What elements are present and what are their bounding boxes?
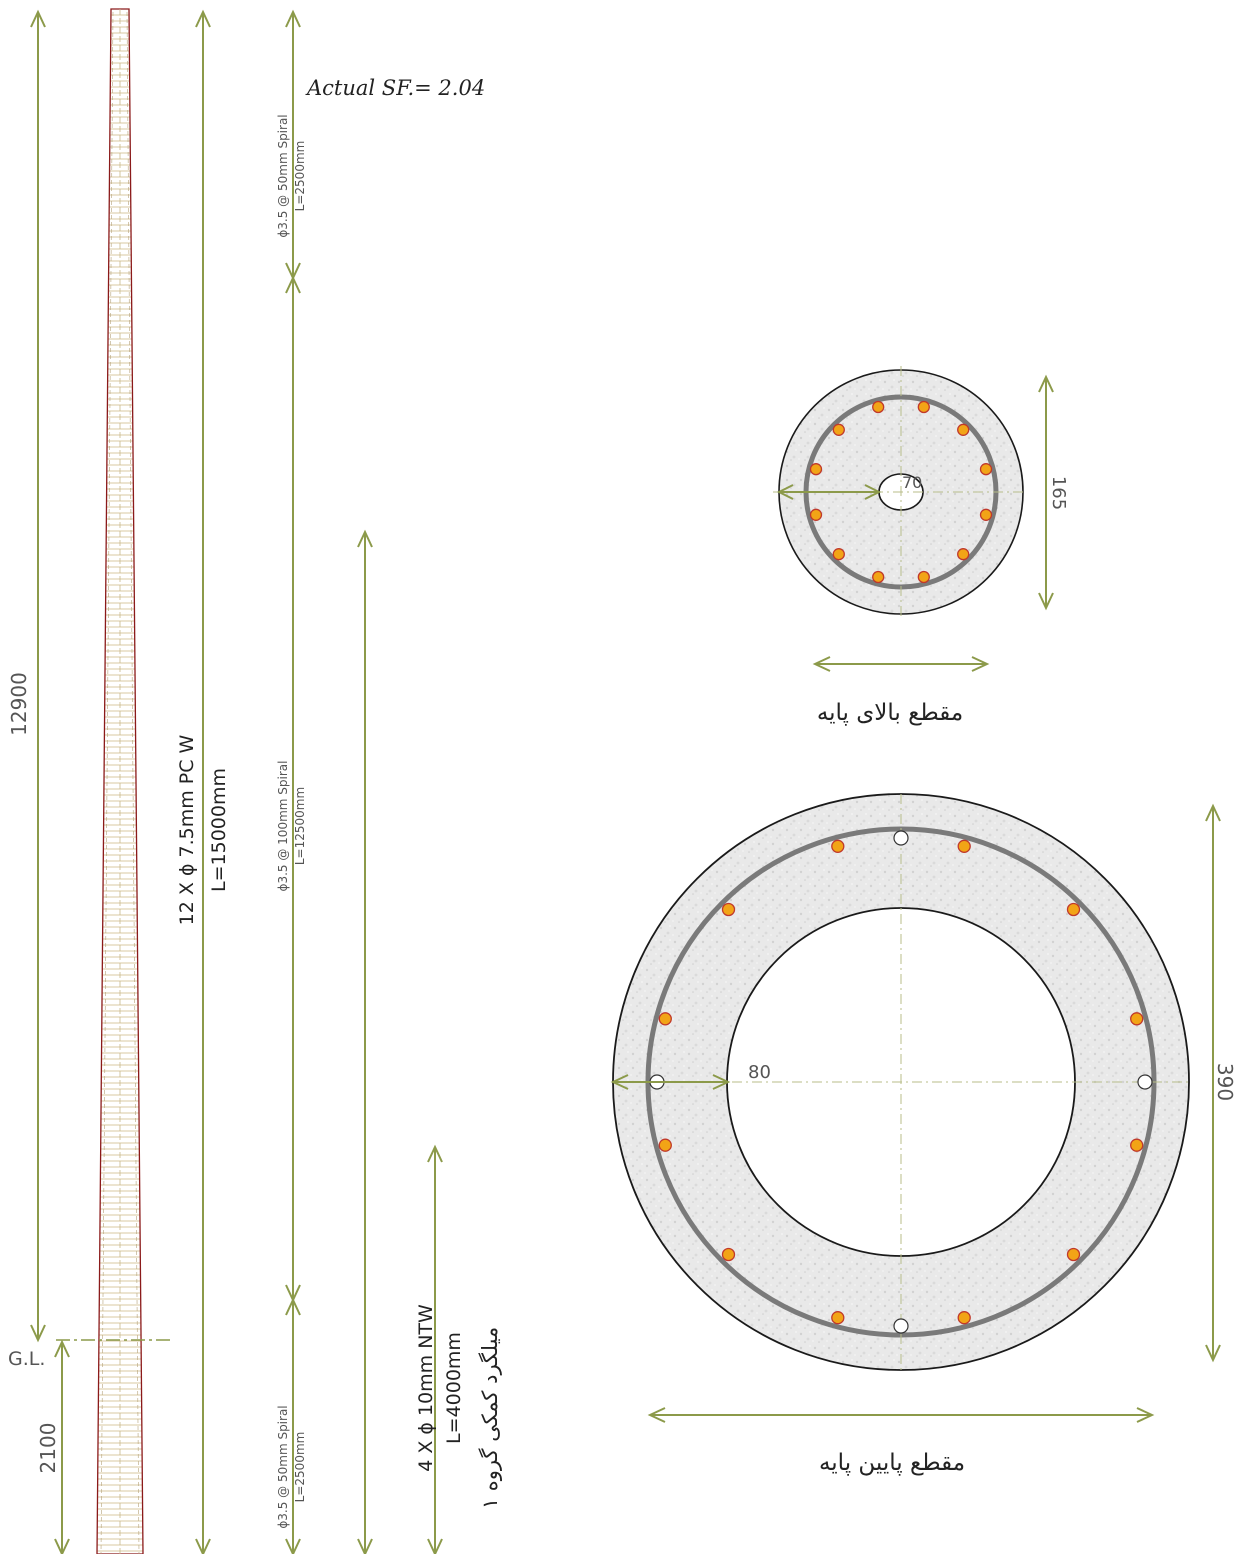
bottom-section-auxiliary-bars bbox=[649, 830, 1153, 1334]
rebar-dot bbox=[1066, 1247, 1081, 1262]
rebar-dot bbox=[658, 1138, 672, 1152]
top-cross-section: 70 165 مقطع بالای پایه bbox=[773, 366, 1069, 726]
aux-rebar-group-label: میلگرد کمکی گروه ۱ bbox=[478, 1327, 502, 1509]
rebar-dot bbox=[872, 400, 885, 414]
rebar-dot bbox=[957, 839, 971, 853]
rebar-dot bbox=[957, 1311, 971, 1325]
embedment-depth-label: 2100 bbox=[36, 1423, 60, 1474]
spiral-bottom-label: ϕ3.5 @ 50mm Spiral bbox=[276, 1405, 290, 1528]
pole-body bbox=[96, 8, 144, 1554]
spiral-top-label: ϕ3.5 @ 50mm Spiral bbox=[276, 114, 290, 237]
spiral-dimensions: ϕ3.5 @ 50mm Spiral L=2500mm ϕ3.5 @ 100mm… bbox=[276, 9, 307, 1554]
auxiliary-bar bbox=[1137, 1074, 1153, 1090]
rebar-dot bbox=[979, 508, 993, 521]
bottom-section-rebars bbox=[658, 839, 1144, 1325]
rebar-dot bbox=[1130, 1138, 1144, 1152]
auxiliary-bar bbox=[893, 830, 909, 846]
spiral-top-length: L=2500mm bbox=[293, 141, 307, 212]
spiral-mid-length: L=12500mm bbox=[293, 787, 307, 865]
auxiliary-bar bbox=[893, 1318, 909, 1334]
auxiliary-zone-dimension bbox=[357, 529, 373, 1554]
rebar-dot bbox=[721, 1247, 736, 1262]
rebar-dot bbox=[809, 463, 823, 476]
top-section-title: مقطع بالای پایه bbox=[817, 700, 963, 726]
bottom-wall-label: 80 bbox=[748, 1062, 771, 1083]
rebar-dot bbox=[658, 1012, 672, 1026]
rebar-dot bbox=[979, 463, 993, 476]
rebar-dot bbox=[917, 570, 930, 584]
rebar-dot bbox=[957, 423, 970, 436]
rebar-dot bbox=[809, 508, 823, 521]
bottom-section-title: مقطع پایین پایه bbox=[819, 1450, 965, 1476]
rebar-dot bbox=[831, 839, 845, 853]
spiral-bottom-length: L=2500mm bbox=[293, 1432, 307, 1503]
ground-level-label: G.L. bbox=[8, 1348, 45, 1370]
pole-elevation bbox=[56, 8, 170, 1554]
overall-height-dimension: 12900 bbox=[7, 9, 46, 1343]
rebar-dot bbox=[872, 570, 885, 584]
main-rebar-length: L=15000mm bbox=[208, 768, 230, 892]
top-section-rebars bbox=[809, 400, 993, 584]
aux-rebar-length: L=4000mm bbox=[443, 1332, 465, 1444]
top-wall-label: 70 bbox=[902, 473, 922, 492]
rebar-dot bbox=[832, 423, 845, 436]
overall-height-label: 12900 bbox=[7, 672, 31, 736]
rebar-dot bbox=[721, 902, 736, 917]
auxiliary-rebar-dimension: 4 X ϕ 10mm NTW L=4000mm میلگرد کمکی گروه… bbox=[415, 1144, 502, 1554]
rebar-dot bbox=[917, 400, 930, 414]
bottom-cross-section: 80 390 مقطع پایین پایه bbox=[610, 793, 1237, 1476]
spiral-mid-label: ϕ3.5 @ 100mm Spiral bbox=[276, 761, 290, 892]
safety-factor-label: Actual SF.= 2.04 bbox=[305, 76, 485, 100]
main-rebar-label: 12 X ϕ 7.5mm PC W bbox=[176, 734, 198, 925]
rebar-dot bbox=[1066, 902, 1081, 917]
rebar-dot bbox=[832, 548, 845, 561]
top-diameter-label: 165 bbox=[1048, 476, 1069, 510]
aux-rebar-label: 4 X ϕ 10mm NTW bbox=[415, 1304, 437, 1472]
rebar-dot bbox=[1130, 1012, 1144, 1026]
rebar-dot bbox=[957, 548, 970, 561]
rebar-dot bbox=[831, 1311, 845, 1325]
embedment-depth-dimension: 2100 G.L. bbox=[8, 1339, 70, 1554]
main-rebar-dimension: 12 X ϕ 7.5mm PC W L=15000mm bbox=[176, 9, 230, 1554]
bottom-diameter-label: 390 bbox=[1213, 1063, 1237, 1101]
